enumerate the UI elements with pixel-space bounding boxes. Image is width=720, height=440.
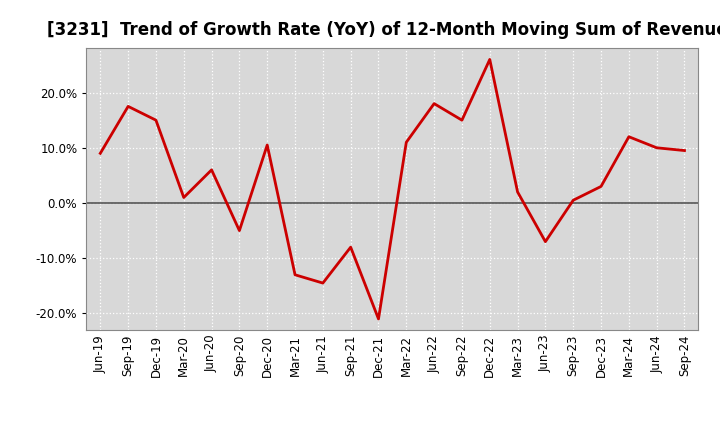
- Title: [3231]  Trend of Growth Rate (YoY) of 12-Month Moving Sum of Revenues: [3231] Trend of Growth Rate (YoY) of 12-…: [47, 21, 720, 39]
